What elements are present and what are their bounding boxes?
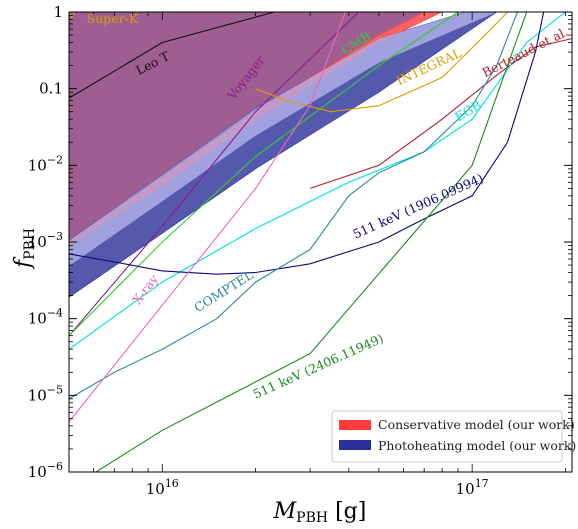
curve-super-k bbox=[69, 12, 75, 19]
curve-x-ray bbox=[69, 12, 346, 423]
y-tick-label: 10−6 bbox=[28, 460, 63, 481]
plot-frame bbox=[68, 11, 573, 473]
band-photoheating-model-our-work bbox=[69, 12, 498, 298]
y-tick-label: 10−5 bbox=[28, 383, 63, 404]
legend-label-conservative: Conservative model (our work) bbox=[378, 417, 575, 432]
curve-integral bbox=[255, 12, 508, 113]
curve-voyager bbox=[69, 12, 359, 337]
y-tick-label: 0.1 bbox=[39, 80, 63, 98]
legend: Conservative model (our work) Photoheati… bbox=[331, 410, 576, 463]
x-tick-label: 1017 bbox=[456, 477, 489, 498]
curve-511-kev-1906-09994 bbox=[69, 12, 545, 275]
legend-frame bbox=[331, 410, 563, 463]
curve-layer bbox=[69, 12, 572, 472]
xlabel-unit: [g] bbox=[328, 499, 366, 524]
xlabel-subscript: PBH bbox=[296, 510, 328, 526]
svg-text:MPBH [g]: MPBH [g] bbox=[273, 499, 367, 526]
curve-leo-t bbox=[69, 12, 275, 99]
curve-cmb bbox=[69, 12, 459, 337]
curve-comptel bbox=[69, 12, 518, 400]
x-tick-label: 1016 bbox=[146, 477, 179, 498]
xlabel-symbol: M bbox=[273, 499, 297, 524]
legend-label-photoheating: Photoheating model (our work) bbox=[378, 438, 576, 453]
x-axis-title: MPBH [g] bbox=[273, 499, 367, 526]
y-tick-label: 10−3 bbox=[28, 230, 63, 251]
legend-swatch-conservative bbox=[339, 420, 371, 430]
curve-berteaud-et-al bbox=[309, 38, 572, 189]
curve-511-kev-2406-11949 bbox=[94, 12, 528, 472]
excluded-region-layer bbox=[69, 12, 425, 242]
band-layer bbox=[69, 12, 498, 298]
ticks-layer: 10−6 10−5 10−4 10−3 10−2 0.1 1 1016 1017 bbox=[28, 3, 572, 498]
curve-egb bbox=[69, 12, 566, 350]
label-super-k: Super-K bbox=[87, 11, 139, 26]
legend-swatch-photoheating bbox=[339, 440, 371, 450]
y-tick-label: 10−4 bbox=[28, 307, 63, 328]
excluded-region bbox=[69, 12, 425, 242]
ylabel-subscript: PBH bbox=[22, 228, 38, 260]
y-tick-label: 10−2 bbox=[28, 153, 63, 174]
y-tick-label: 1 bbox=[53, 3, 63, 21]
